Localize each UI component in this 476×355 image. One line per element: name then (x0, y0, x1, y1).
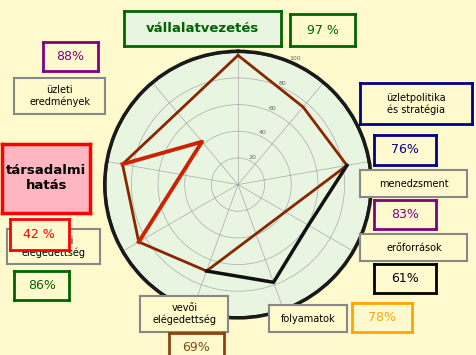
Text: 69%: 69% (182, 341, 210, 354)
Text: 78%: 78% (368, 311, 396, 324)
Text: üzletpolitika
és stratégia: üzletpolitika és stratégia (387, 93, 446, 115)
Text: 42 %: 42 % (23, 228, 55, 241)
Text: erőforrások: erőforrások (386, 242, 442, 253)
Polygon shape (105, 51, 371, 318)
Text: 83%: 83% (391, 208, 418, 221)
Text: 61%: 61% (391, 272, 418, 285)
Text: 86%: 86% (28, 279, 56, 292)
Text: 97 %: 97 % (307, 24, 338, 37)
Text: társadalmi
hatás: társadalmi hatás (6, 164, 87, 192)
Text: 88%: 88% (56, 50, 84, 63)
Text: vállalatvezetés: vállalatvezetés (146, 22, 259, 35)
Text: menedzsment: menedzsment (379, 179, 449, 189)
Text: 76%: 76% (391, 143, 418, 157)
Text: folyamatok: folyamatok (281, 313, 336, 324)
Text: üzleti
eredmények: üzleti eredmények (29, 85, 90, 107)
Text: vevői
elégedettség: vevői elégedettség (152, 303, 217, 325)
Text: dolgozói
elégedettség: dolgozói elégedettség (21, 235, 86, 258)
